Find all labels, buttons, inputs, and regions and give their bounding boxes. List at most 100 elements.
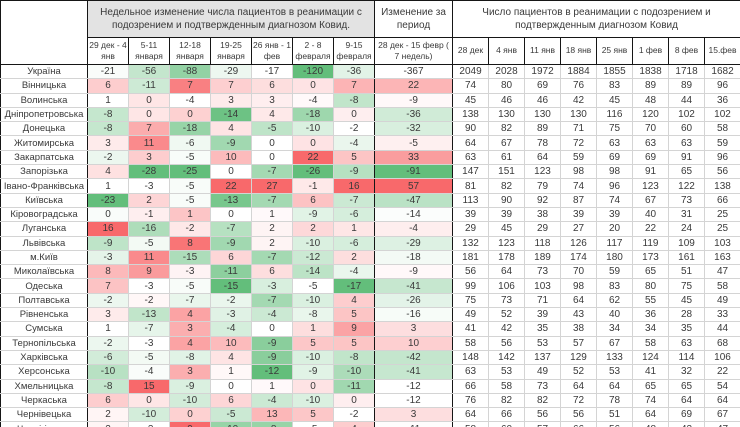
patient-count-cell[interactable]: 118 <box>524 235 562 251</box>
region-name[interactable]: Черкаська <box>0 392 88 409</box>
patient-count-cell[interactable]: 56 <box>488 335 526 351</box>
weekly-change-cell[interactable]: -10 <box>332 364 376 380</box>
patient-count-cell[interactable]: 25 <box>704 221 740 237</box>
weekly-change-cell[interactable]: -7 <box>251 292 293 309</box>
patient-count-cell[interactable]: 65 <box>632 378 670 394</box>
patient-count-cell[interactable]: 59 <box>704 135 740 151</box>
patient-count-cell[interactable]: 69 <box>668 407 706 423</box>
patient-count-cell[interactable]: 57 <box>524 421 562 427</box>
weekly-change-cell[interactable]: 6 <box>251 78 293 94</box>
weekly-change-cell[interactable]: -17 <box>251 63 293 80</box>
date-column-header[interactable]: 11 янв <box>524 37 562 65</box>
weekly-change-cell[interactable]: 8 <box>169 235 211 251</box>
weekly-change-cell[interactable]: -16 <box>128 221 170 237</box>
patient-count-cell[interactable]: 48 <box>632 421 670 427</box>
weekly-change-cell[interactable]: 0 <box>292 135 334 151</box>
weekly-change-cell[interactable]: -10 <box>210 421 252 427</box>
period-change-cell[interactable]: -36 <box>374 106 454 123</box>
patient-count-cell[interactable]: 46 <box>524 92 562 108</box>
patient-count-cell[interactable]: 43 <box>560 307 598 323</box>
patient-count-cell[interactable]: 83 <box>596 78 634 94</box>
weekly-change-cell[interactable]: 0 <box>332 106 376 123</box>
period-change-cell[interactable]: -18 <box>374 249 454 266</box>
weekly-change-cell[interactable]: 4 <box>210 349 252 366</box>
patient-count-cell[interactable]: 58 <box>488 378 526 394</box>
weekly-change-cell[interactable]: -2 <box>128 292 170 309</box>
weekly-change-cell[interactable]: 2 <box>87 421 129 427</box>
patient-count-cell[interactable]: 1855 <box>596 63 634 80</box>
patient-count-cell[interactable]: 66 <box>560 421 598 427</box>
patient-count-cell[interactable]: 119 <box>632 235 670 251</box>
patient-count-cell[interactable]: 80 <box>488 78 526 94</box>
patient-count-cell[interactable]: 122 <box>668 178 706 194</box>
weekly-change-cell[interactable]: 0 <box>251 321 293 337</box>
patient-count-cell[interactable]: 47 <box>704 264 740 280</box>
weekly-change-cell[interactable]: -28 <box>128 164 170 180</box>
weekly-change-cell[interactable]: -5 <box>128 349 170 366</box>
patient-count-cell[interactable]: 24 <box>668 221 706 237</box>
patient-count-cell[interactable]: 90 <box>452 121 490 137</box>
weekly-change-cell[interactable]: 4 <box>169 307 211 323</box>
weekly-change-cell[interactable]: -10 <box>292 349 334 366</box>
patient-count-cell[interactable]: 38 <box>560 321 598 337</box>
date-column-header[interactable]: 1 фев <box>632 37 670 65</box>
weekly-change-cell[interactable]: -5 <box>292 421 334 427</box>
weekly-change-cell[interactable]: -1 <box>128 206 170 223</box>
patient-count-cell[interactable]: 41 <box>632 364 670 380</box>
weekly-change-cell[interactable]: -8 <box>332 349 376 366</box>
region-name[interactable]: Дніпропетровська <box>0 106 88 123</box>
patient-count-cell[interactable]: 137 <box>524 349 562 366</box>
weekly-change-cell[interactable]: 6 <box>210 249 252 266</box>
patient-count-cell[interactable]: 130 <box>488 106 526 123</box>
patient-count-cell[interactable]: 49 <box>704 292 740 309</box>
patient-count-cell[interactable]: 76 <box>560 78 598 94</box>
weekly-change-cell[interactable]: -7 <box>251 164 293 180</box>
patient-count-cell[interactable]: 74 <box>596 192 634 208</box>
weekly-change-cell[interactable]: -6 <box>332 206 376 223</box>
date-column-header[interactable]: 28 дек <box>452 37 490 65</box>
patient-count-cell[interactable]: 67 <box>596 335 634 351</box>
patient-count-cell[interactable]: 66 <box>704 192 740 208</box>
patient-count-cell[interactable]: 142 <box>488 349 526 366</box>
patient-count-cell[interactable]: 64 <box>632 407 670 423</box>
weekly-change-cell[interactable]: -15 <box>210 278 252 294</box>
patient-count-cell[interactable]: 59 <box>560 149 598 166</box>
patient-count-cell[interactable]: 47 <box>704 421 740 427</box>
patient-count-cell[interactable]: 44 <box>704 321 740 337</box>
patient-count-cell[interactable]: 56 <box>524 407 562 423</box>
region-name[interactable]: Закарпатська <box>0 149 88 166</box>
weekly-change-cell[interactable]: 5 <box>332 307 376 323</box>
period-change-cell[interactable]: -47 <box>374 192 454 208</box>
weekly-change-cell[interactable]: -9 <box>210 135 252 151</box>
weekly-change-cell[interactable]: 7 <box>87 278 129 294</box>
patient-count-cell[interactable]: 58 <box>704 121 740 137</box>
patient-count-cell[interactable]: 60 <box>668 121 706 137</box>
patient-count-cell[interactable]: 39 <box>560 206 598 223</box>
weekly-change-cell[interactable]: 3 <box>210 92 252 108</box>
weekly-change-cell[interactable]: 4 <box>332 292 376 309</box>
period-change-cell[interactable]: 10 <box>374 335 454 351</box>
date-column-header[interactable]: 15.фев <box>704 37 740 65</box>
patient-count-cell[interactable]: 96 <box>704 78 740 94</box>
weekly-change-cell[interactable]: 0 <box>128 106 170 123</box>
weekly-change-cell[interactable]: -10 <box>292 292 334 309</box>
patient-count-cell[interactable]: 2049 <box>452 63 490 80</box>
region-name[interactable]: Київська <box>0 192 88 208</box>
weekly-change-cell[interactable]: -2 <box>87 292 129 309</box>
weekly-change-cell[interactable]: 2 <box>128 192 170 208</box>
patient-count-cell[interactable]: 103 <box>704 235 740 251</box>
region-name[interactable]: Чернівецька <box>0 407 88 423</box>
patient-count-cell[interactable]: 98 <box>560 278 598 294</box>
weekly-change-cell[interactable]: -9 <box>169 378 211 394</box>
weekly-change-cell[interactable]: 3 <box>87 135 129 151</box>
date-column-header[interactable]: 8 фев <box>668 37 706 65</box>
patient-count-cell[interactable]: 36 <box>632 307 670 323</box>
patient-count-cell[interactable]: 75 <box>668 278 706 294</box>
patient-count-cell[interactable]: 59 <box>596 264 634 280</box>
weekly-change-cell[interactable]: -9 <box>292 364 334 380</box>
patient-count-cell[interactable]: 56 <box>704 164 740 180</box>
region-name[interactable]: Вінницька <box>0 78 88 94</box>
patient-count-cell[interactable]: 67 <box>632 192 670 208</box>
weekly-change-cell[interactable]: 16 <box>87 221 129 237</box>
weekly-change-cell[interactable]: 2 <box>251 235 293 251</box>
